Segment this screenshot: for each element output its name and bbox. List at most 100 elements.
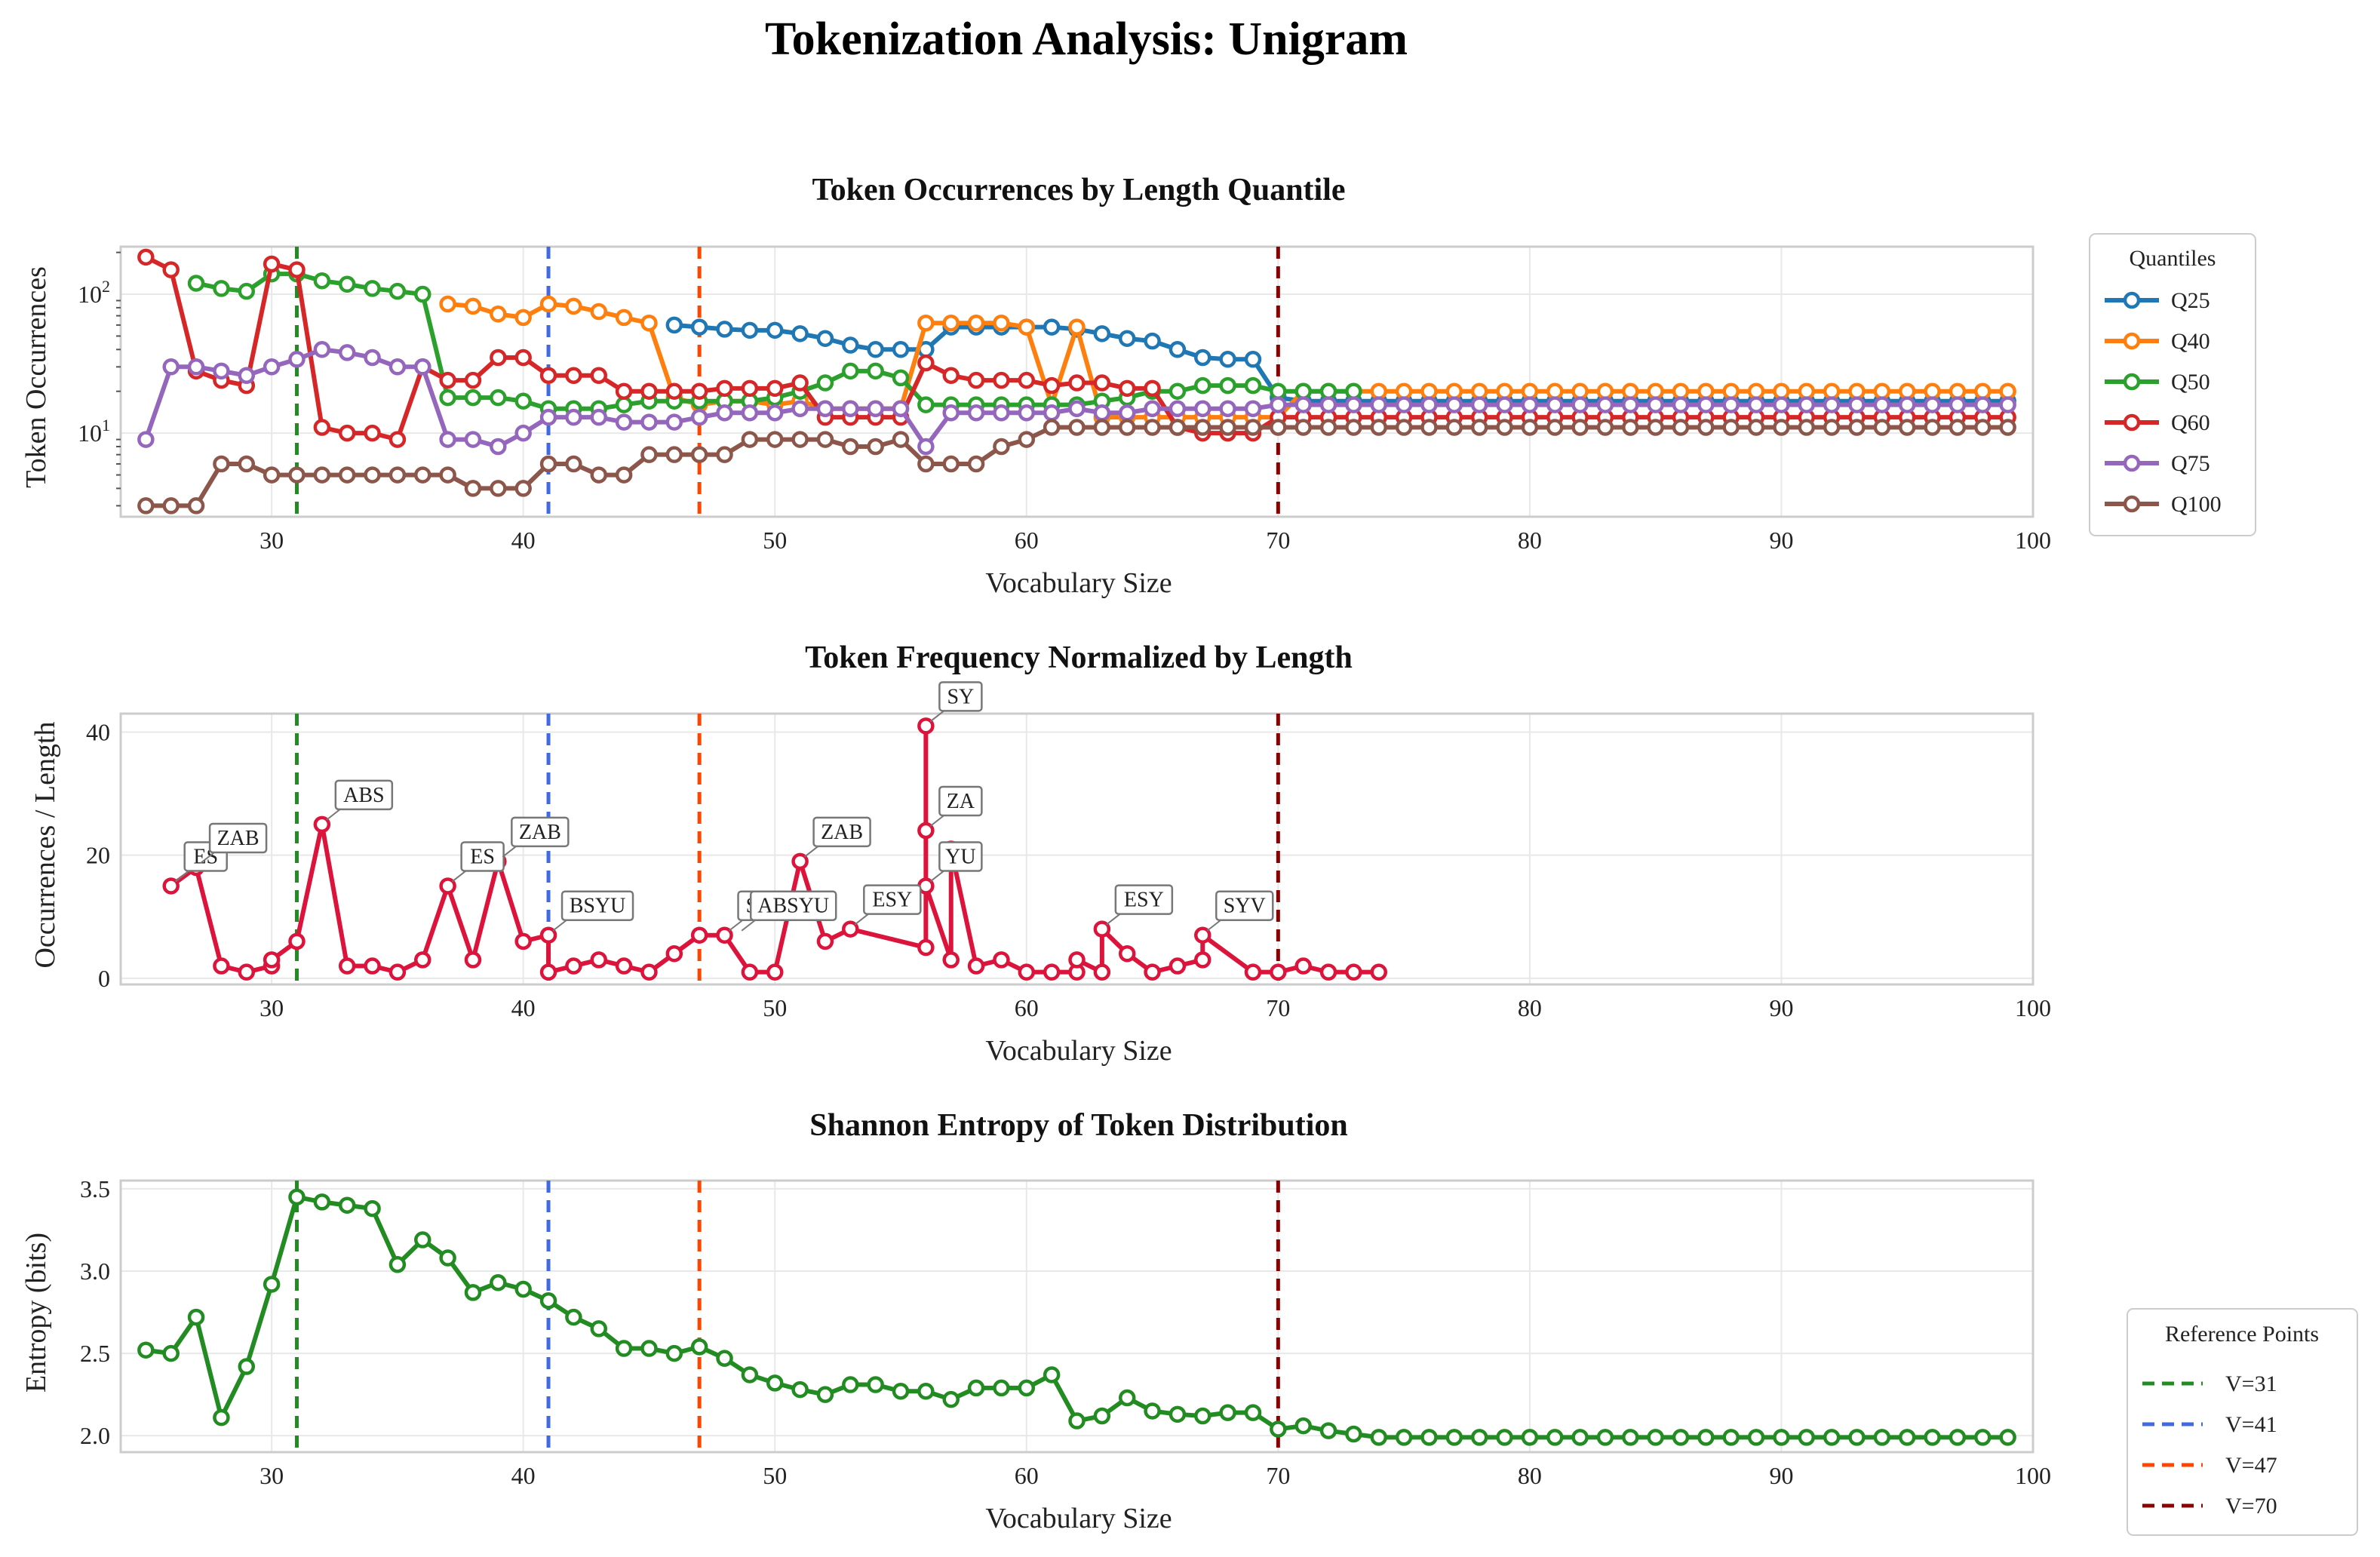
Q60-point — [967, 371, 985, 389]
Q25-point — [1118, 330, 1136, 347]
normalized-point — [640, 963, 658, 981]
Q25-point — [1043, 318, 1061, 336]
Q75-point — [741, 404, 759, 422]
entropy-point — [364, 1199, 381, 1218]
entropy-point — [1043, 1366, 1061, 1383]
annotation-leader — [502, 846, 517, 858]
Q100-point — [741, 431, 759, 448]
Q75-point — [665, 413, 683, 431]
normalized-point — [1294, 957, 1312, 975]
Q60-point — [514, 349, 532, 367]
entropy-point — [1622, 1429, 1639, 1446]
Q100-point — [514, 480, 532, 497]
annotation-label: ZAB — [821, 821, 863, 844]
Q75-point — [565, 408, 582, 426]
Q25-point — [1144, 332, 1161, 350]
Q100-point — [137, 497, 155, 514]
entropy-point — [791, 1380, 809, 1399]
entropy-point — [464, 1284, 482, 1301]
normalized-point — [288, 932, 306, 950]
Q75-point — [1370, 396, 1388, 413]
Q75-point — [1093, 404, 1111, 422]
entropy-point — [1169, 1405, 1187, 1423]
normalized-point — [615, 957, 633, 975]
Q25-point — [816, 330, 834, 347]
Q100-point — [338, 466, 356, 484]
Q75-point — [993, 404, 1010, 422]
Q75-point — [1043, 404, 1061, 422]
Q100-point — [842, 438, 859, 456]
entropy-point — [942, 1390, 960, 1408]
Q100-point — [1068, 419, 1086, 436]
Q75-point — [1697, 396, 1715, 413]
Q75-point — [313, 341, 331, 358]
Q40-point — [1068, 318, 1086, 336]
Q75-point — [917, 438, 935, 456]
entropy-point — [1420, 1429, 1438, 1446]
Q75-point — [766, 404, 784, 422]
normalized-point — [1194, 951, 1211, 969]
Q40-point — [1596, 382, 1614, 400]
Q40-point — [993, 315, 1010, 332]
Q100-point — [1093, 419, 1111, 436]
Q50-point — [414, 285, 431, 303]
normalized-point — [1118, 944, 1136, 963]
Q50-point — [213, 280, 230, 297]
Q75-point — [1596, 396, 1614, 413]
entropy-point — [816, 1386, 834, 1403]
Q100-point — [238, 455, 256, 473]
Q75-point — [338, 344, 356, 361]
entropy-xtick-label: 90 — [1769, 1462, 1793, 1489]
normalized-point — [539, 963, 557, 981]
Q40-point — [1848, 382, 1866, 400]
normalized-point — [917, 717, 935, 735]
Q100-point — [892, 431, 910, 448]
legend-ref-label: V=31 — [2225, 1371, 2277, 1396]
Q100-point — [1370, 419, 1388, 436]
Q60-point — [741, 379, 759, 398]
Q25-point — [665, 316, 683, 334]
Q75-point — [1445, 396, 1463, 413]
annotation-box — [1215, 890, 1274, 921]
Q60-point — [1018, 371, 1036, 389]
Q50-point — [1345, 382, 1362, 400]
normalized-point — [338, 957, 356, 975]
Q100-point — [1521, 419, 1539, 436]
Q100-point — [364, 466, 381, 484]
annotation-leader — [803, 846, 819, 858]
entropy-point — [1244, 1404, 1262, 1421]
Q100-point — [1118, 419, 1136, 436]
entropy-point — [439, 1249, 456, 1267]
Q25-point — [766, 321, 784, 339]
Q75-point — [514, 424, 532, 442]
Q50-point — [917, 396, 935, 413]
Q100-point — [1949, 419, 1967, 436]
normalized-point — [388, 963, 407, 981]
Q50-point — [464, 388, 482, 407]
entropy-point — [1697, 1429, 1715, 1446]
Q75-point — [1898, 396, 1916, 413]
Q25-point — [1194, 349, 1211, 367]
entropy-point — [1194, 1407, 1211, 1425]
legend-ref-label: V=41 — [2225, 1412, 2277, 1437]
entropy-point — [1294, 1417, 1312, 1435]
entropy-point — [263, 1276, 281, 1293]
normalized-point — [690, 926, 708, 944]
Q75-point — [388, 358, 407, 376]
entropy-point — [288, 1188, 306, 1206]
Q75-point — [414, 358, 431, 376]
Q100-point — [967, 455, 985, 473]
Q50-point — [1270, 382, 1287, 400]
Q100-point — [414, 466, 431, 484]
entropy-point — [1798, 1429, 1816, 1446]
entropy-point — [1445, 1429, 1463, 1446]
normalized-point — [1270, 963, 1287, 981]
Q60-point — [162, 261, 180, 278]
Q50-point — [1319, 382, 1337, 400]
Q75-point — [1219, 400, 1236, 417]
Q100-point — [263, 466, 281, 484]
normalized-xtick-label: 60 — [1015, 994, 1039, 1021]
Q75-point — [1974, 396, 1992, 413]
Q50-point — [338, 275, 356, 293]
